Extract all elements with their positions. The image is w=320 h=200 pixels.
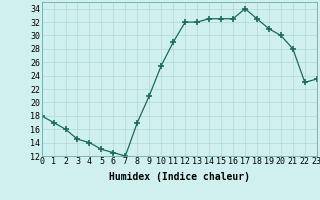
- X-axis label: Humidex (Indice chaleur): Humidex (Indice chaleur): [109, 172, 250, 182]
